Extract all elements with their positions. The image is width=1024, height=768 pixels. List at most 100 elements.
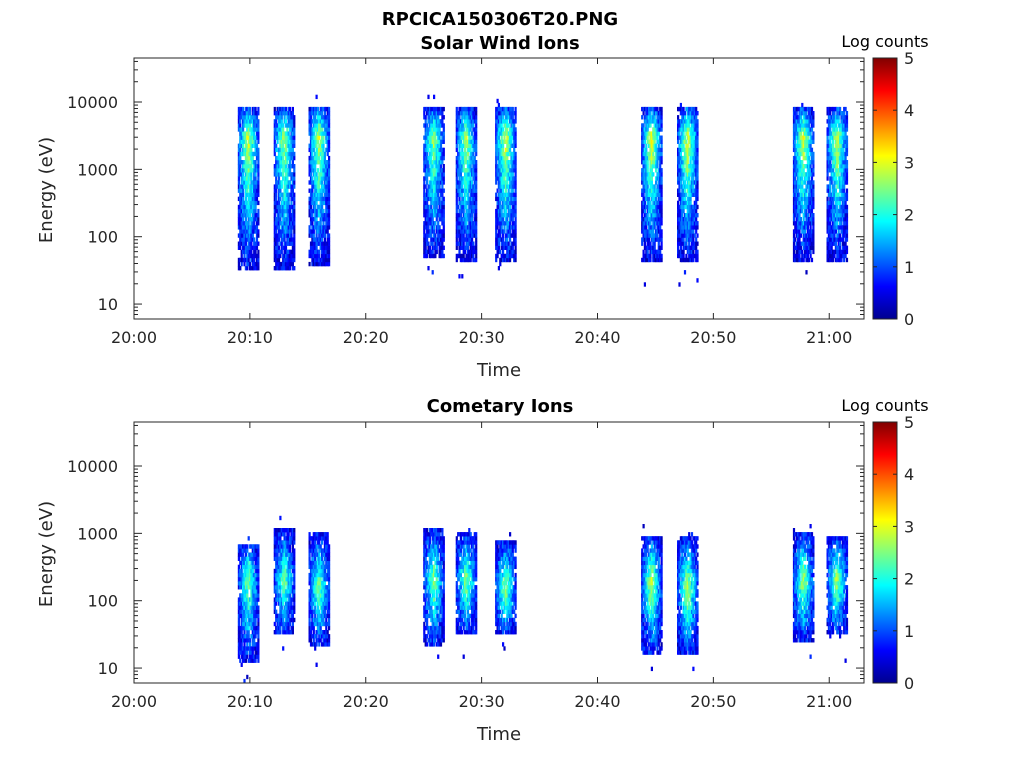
heat-cell — [277, 119, 281, 124]
heat-cell — [801, 196, 804, 202]
heat-cell — [458, 237, 461, 242]
heat-cell — [690, 249, 694, 255]
heat-cell — [328, 168, 331, 173]
heat-cell — [250, 180, 253, 185]
heat-cell — [442, 213, 445, 218]
heat-cell — [827, 184, 830, 189]
heat-cell — [311, 119, 314, 124]
heat-cell — [792, 160, 796, 165]
heat-cell — [473, 135, 476, 140]
heat-cell — [279, 204, 282, 210]
heat-cell — [837, 180, 840, 185]
heat-cell — [805, 139, 808, 144]
heat-cell — [321, 168, 324, 173]
heat-cell — [685, 147, 688, 153]
heat-cell — [511, 172, 514, 177]
heat-cell — [696, 278, 699, 283]
heat-cell — [652, 184, 655, 189]
heat-cell — [794, 200, 797, 206]
heat-cell — [642, 249, 645, 255]
heat-cell — [692, 168, 695, 173]
heat-cell — [695, 155, 698, 161]
heat-cell — [283, 241, 286, 246]
heat-cell — [437, 127, 440, 132]
heat-cell — [695, 111, 698, 116]
heat-cell — [799, 176, 802, 181]
heat-cell — [499, 155, 502, 161]
heat-cell — [319, 225, 322, 230]
heat-cell — [326, 249, 329, 255]
heat-cell — [239, 213, 242, 218]
heat-cell — [291, 217, 294, 222]
heat-cell — [291, 119, 294, 124]
heat-cell — [681, 176, 684, 181]
heat-cell — [688, 127, 691, 132]
heat-cell — [503, 253, 506, 259]
heat-cell — [326, 196, 329, 202]
heat-cell — [465, 221, 468, 226]
heat-cell — [426, 172, 429, 177]
heat-cell — [309, 119, 313, 124]
heat-cell — [441, 249, 444, 255]
heat-cell — [686, 225, 689, 230]
heat-cell — [240, 204, 243, 210]
heat-cell — [319, 172, 322, 177]
heat-cell — [276, 111, 279, 116]
heat-cell — [255, 115, 259, 120]
heat-cell — [277, 245, 281, 250]
heat-cell — [502, 111, 505, 116]
heat-cell — [426, 123, 429, 128]
heat-cell — [799, 208, 802, 214]
heat-cell — [841, 196, 844, 202]
heat-cell — [280, 106, 283, 112]
heat-cell — [325, 131, 328, 136]
heat-cell — [841, 233, 844, 238]
heat-cell — [322, 176, 325, 181]
heat-cell — [829, 111, 832, 116]
heat-cell — [323, 106, 326, 112]
heat-cell — [653, 119, 656, 124]
heat-cell — [795, 147, 798, 153]
heat-cell — [808, 131, 811, 136]
heat-cell — [513, 213, 516, 218]
heat-cell — [511, 225, 514, 230]
heat-cell — [509, 180, 512, 185]
heat-cell — [430, 111, 433, 116]
heat-cell — [291, 208, 294, 214]
heat-cell — [843, 196, 846, 202]
heat-cell — [438, 164, 441, 169]
heat-cell — [293, 176, 296, 181]
heat-cell — [473, 225, 476, 230]
heat-cell — [253, 253, 256, 259]
heat-cell — [837, 168, 840, 173]
heat-cell — [457, 180, 460, 185]
heat-cell — [804, 135, 807, 140]
heat-cell — [319, 221, 322, 226]
heat-cell — [678, 249, 681, 255]
heat-cell — [836, 135, 839, 140]
heat-cell — [502, 155, 505, 161]
heat-cell — [468, 204, 471, 210]
heat-cell — [250, 241, 253, 246]
heat-cell — [650, 168, 653, 173]
heat-cell — [511, 106, 514, 112]
heat-cell — [326, 119, 329, 124]
heat-cell — [681, 217, 684, 222]
heat-cell — [834, 151, 837, 157]
heat-cell — [250, 131, 253, 136]
heat-cell — [678, 143, 681, 148]
heat-cell — [441, 151, 444, 157]
heat-cell — [837, 143, 840, 148]
heat-cell — [431, 176, 434, 181]
heat-cell — [657, 151, 660, 157]
spectrogram-solar-wind — [237, 94, 849, 287]
heat-cell — [510, 217, 513, 222]
heat-cell — [466, 147, 469, 153]
heat-cell — [248, 135, 252, 140]
heat-cell — [315, 213, 318, 218]
heat-cell — [648, 119, 651, 124]
heat-cell — [284, 204, 288, 210]
heat-cell — [471, 253, 474, 259]
heat-cell — [514, 180, 517, 185]
heat-cell — [469, 208, 472, 214]
